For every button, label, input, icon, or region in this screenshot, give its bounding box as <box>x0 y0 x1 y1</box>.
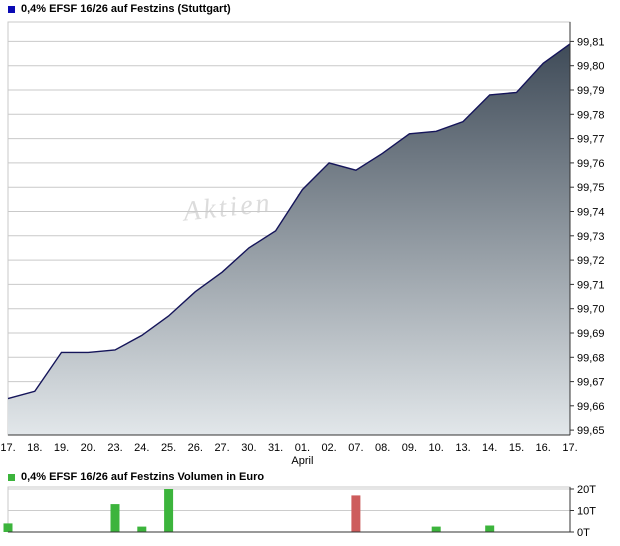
price-ytick-label: 99,70 <box>577 304 605 316</box>
price-ytick-label: 99,76 <box>577 158 605 170</box>
price-ytick-label: 99,81 <box>577 36 605 48</box>
price-ytick-label: 99,80 <box>577 61 605 73</box>
price-xtick-label: 07. <box>348 442 363 454</box>
price-xtick-label: 17. <box>0 442 15 454</box>
volume-bar <box>351 495 361 532</box>
price-ytick-label: 99,79 <box>577 85 605 97</box>
price-ytick-label: 99,69 <box>577 328 605 340</box>
price-ytick-label: 99,75 <box>577 182 605 194</box>
price-xtick-label: 09. <box>402 442 417 454</box>
price-xtick-label: 20. <box>81 442 96 454</box>
volume-plot-border <box>7 486 571 533</box>
price-xtick-label: 24. <box>134 442 149 454</box>
volume-chart-title: 0,4% EFSF 16/26 auf Festzins Volumen in … <box>21 471 265 483</box>
volume-bar <box>110 504 120 532</box>
price-chart-title: 0,4% EFSF 16/26 auf Festzins (Stuttgart) <box>21 3 231 15</box>
price-line <box>7 43 571 400</box>
price-ytick-label: 99,66 <box>577 401 605 413</box>
price-xtick-label: 18. <box>27 442 42 454</box>
price-ytick-label: 99,74 <box>577 207 605 219</box>
volume-bar <box>431 526 441 532</box>
price-xtick-label: 14. <box>482 442 497 454</box>
volume-ytick-label: 10T <box>577 506 596 518</box>
price-xtick-label: 16. <box>536 442 551 454</box>
price-xtick-label: 10. <box>429 442 444 454</box>
price-ytick-label: 99,78 <box>577 109 605 121</box>
volume-bar <box>3 523 13 532</box>
watermark-text: Aktien <box>180 187 274 227</box>
volume-chart-legend: 0,4% EFSF 16/26 auf Festzins Volumen in … <box>8 471 264 483</box>
volume-ytick-label: 20T <box>577 484 596 496</box>
volume-ytick-label: 0T <box>577 527 590 539</box>
price-xtick-label: 26. <box>188 442 203 454</box>
price-xtick-label: 19. <box>54 442 69 454</box>
price-ytick-label: 99,71 <box>577 279 605 291</box>
price-xtick-label: 15. <box>509 442 524 454</box>
volume-bar <box>485 525 495 532</box>
price-xtick-label: 23. <box>107 442 122 454</box>
price-legend-square-icon <box>8 5 15 13</box>
price-ytick-label: 99,67 <box>577 377 605 389</box>
price-xtick-label: 30. <box>241 442 256 454</box>
price-ytick-label: 99,77 <box>577 134 605 146</box>
month-label: April <box>291 455 313 467</box>
volume-legend-square-icon <box>8 473 15 481</box>
price-xtick-label: 17. <box>562 442 577 454</box>
price-ytick-label: 99,72 <box>577 255 605 267</box>
volume-bar <box>137 526 147 532</box>
price-xtick-label: 02. <box>321 442 336 454</box>
price-xtick-label: 13. <box>455 442 470 454</box>
price-chart-legend: 0,4% EFSF 16/26 auf Festzins (Stuttgart) <box>8 3 231 15</box>
price-xtick-label: 01. <box>295 442 310 454</box>
price-ytick-label: 99,65 <box>577 425 605 437</box>
price-xtick-label: 31. <box>268 442 283 454</box>
price-xtick-label: 08. <box>375 442 390 454</box>
price-ytick-label: 99,68 <box>577 352 605 364</box>
price-ytick-label: 99,73 <box>577 231 605 243</box>
price-area <box>8 43 570 436</box>
price-xtick-label: 25. <box>161 442 176 454</box>
price-xtick-label: 27. <box>214 442 229 454</box>
volume-bar <box>164 489 174 532</box>
